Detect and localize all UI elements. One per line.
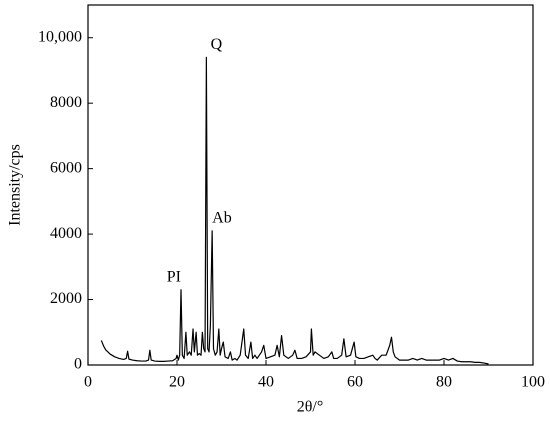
data-line xyxy=(100,56,489,365)
y-tick-label: 6000 xyxy=(50,159,82,176)
peak-annotation: Ab xyxy=(212,209,232,226)
x-tick-label: 80 xyxy=(436,374,452,391)
x-axis-label: 2θ/° xyxy=(297,399,324,416)
x-tick-label: 20 xyxy=(169,374,185,391)
y-tick-label: 8000 xyxy=(50,94,82,111)
y-tick-label: 0 xyxy=(74,356,82,373)
y-tick-label: 2000 xyxy=(50,290,82,307)
x-tick-label: 0 xyxy=(84,374,92,391)
y-tick-label: 10,000 xyxy=(38,28,82,45)
peak-annotation: Q xyxy=(211,36,223,53)
x-tick-label: 40 xyxy=(258,374,274,391)
plot-frame xyxy=(87,4,534,366)
x-tick-label: 100 xyxy=(521,374,545,391)
y-tick-label: 4000 xyxy=(50,225,82,242)
x-tick-label: 60 xyxy=(347,374,363,391)
y-axis-label: Intensity/cps xyxy=(7,144,24,226)
peak-annotation: PI xyxy=(167,268,181,285)
